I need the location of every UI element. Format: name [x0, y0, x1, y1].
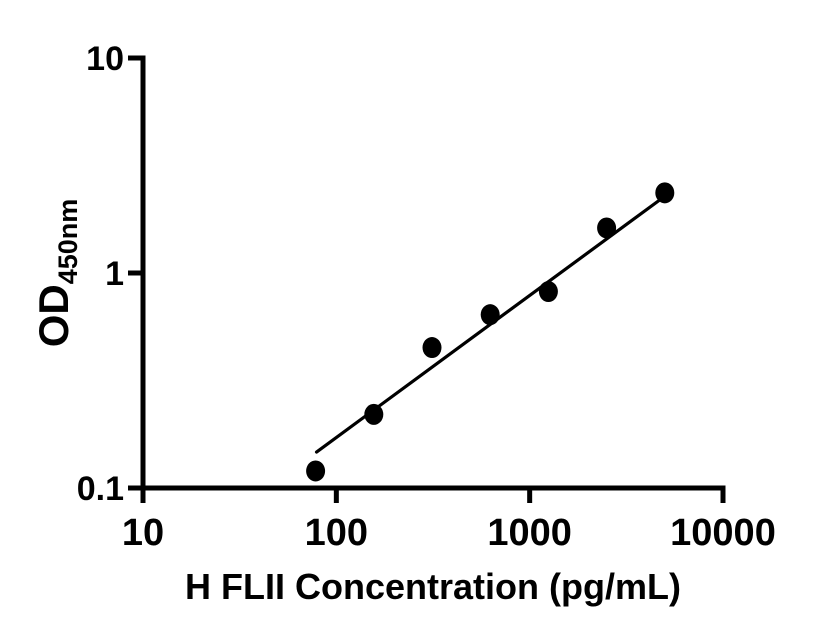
y-tick-label: 1 — [105, 255, 124, 293]
x-tick-label: 1000 — [487, 512, 572, 554]
y-tick-label: 0.1 — [77, 470, 124, 508]
data-point — [480, 304, 500, 326]
data-point — [655, 182, 675, 204]
data-point — [364, 403, 384, 425]
data-point — [597, 217, 617, 239]
x-tick-label: 10 — [122, 512, 164, 554]
x-tick-label: 100 — [305, 512, 368, 554]
y-tick-label: 10 — [86, 40, 124, 78]
y-axis-title: OD450nm — [30, 199, 83, 348]
data-point — [306, 460, 326, 482]
data-point — [538, 281, 558, 303]
y-axis-title-main: OD — [30, 284, 77, 347]
data-point — [422, 337, 442, 359]
y-axis-title-subscript: 450nm — [53, 199, 83, 285]
x-axis-title: H FLII Concentration (pg/mL) — [185, 566, 681, 607]
x-tick-label: 10000 — [670, 512, 776, 554]
